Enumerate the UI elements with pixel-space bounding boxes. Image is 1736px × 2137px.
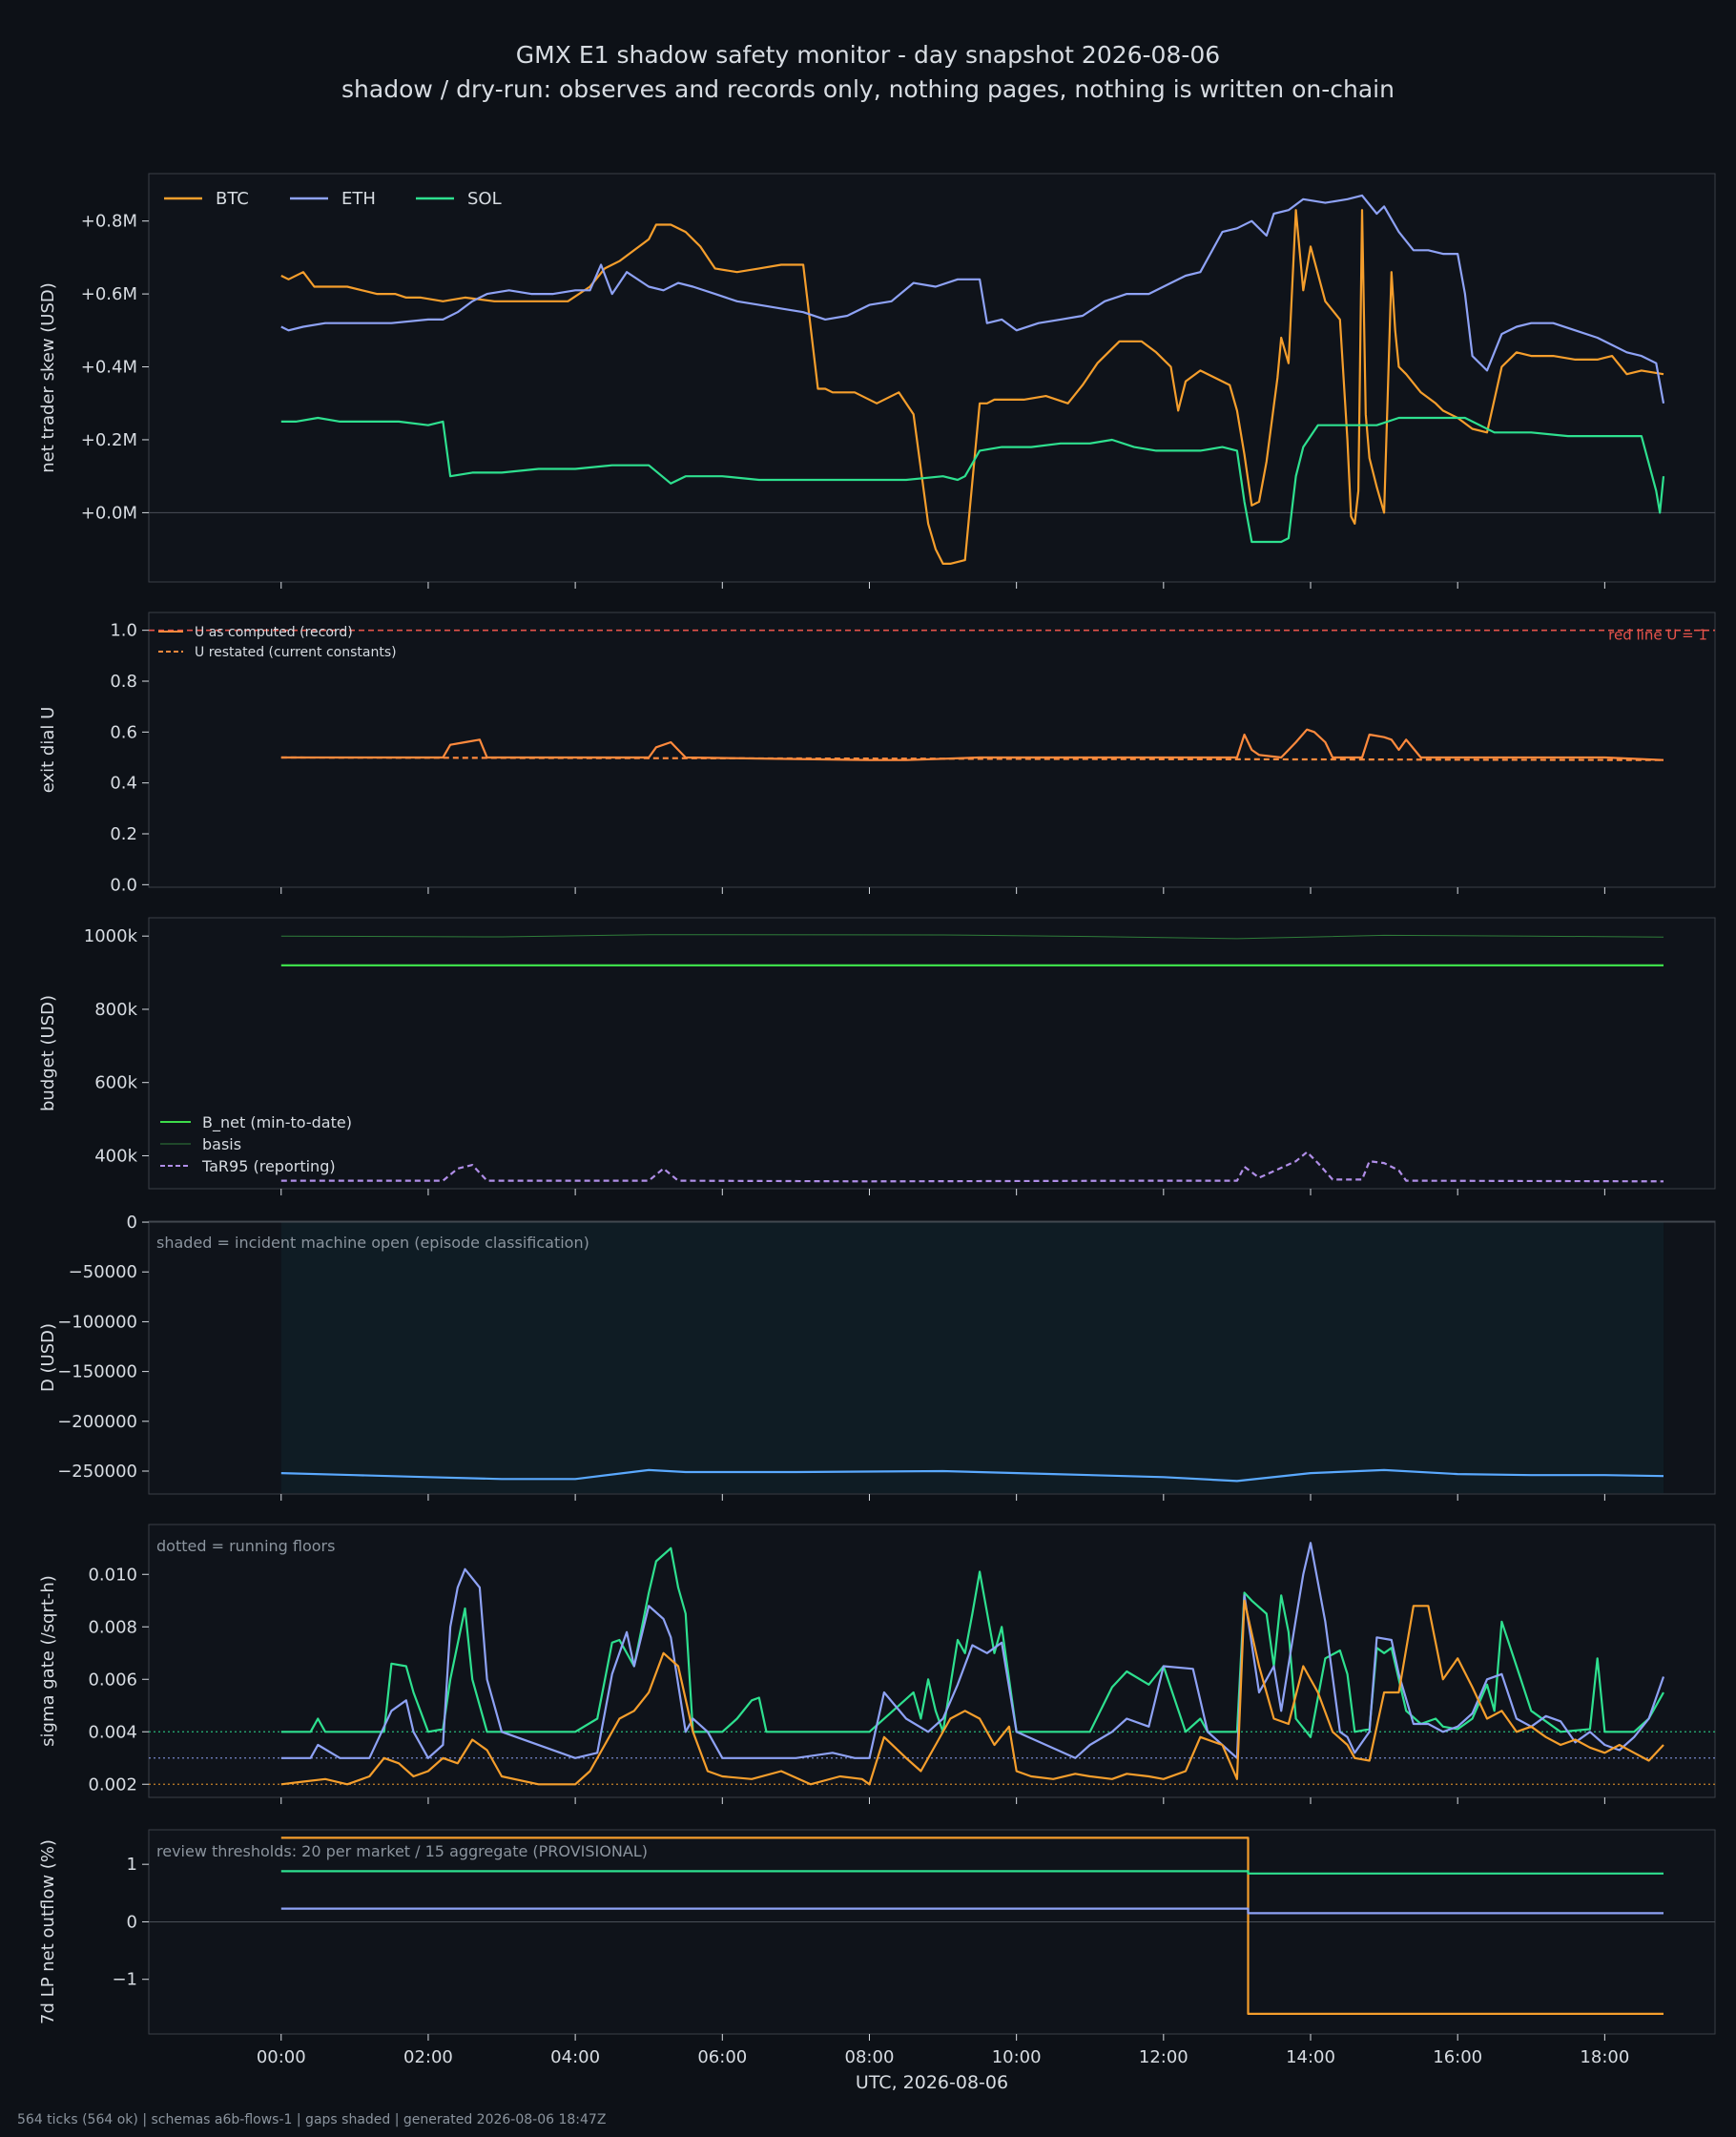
x-tick-label: 04:00	[550, 2047, 600, 2067]
panel-exit-dial: 0.0 0.2 0.4 0.6 0.8 1.0 exit dial U red line U …	[38, 612, 1716, 895]
y-tick-label: +0.6M	[81, 284, 137, 304]
x-tick-label: 00:00	[257, 2047, 306, 2067]
series-line-d	[280, 1468, 1664, 1483]
y-tick-label: 0	[127, 1213, 137, 1233]
panel-note: shaded = incident machine open (episode …	[156, 1234, 589, 1252]
y-tick-label: 0.006	[88, 1670, 137, 1690]
series-line-sol	[280, 1546, 1664, 1738]
y-tick-label: 0.4	[110, 774, 137, 794]
y-axis-label: sigma gate (/sqrt-h)	[38, 1575, 58, 1747]
x-tick-label: 12:00	[1139, 2047, 1188, 2067]
y-tick-label: −250000	[57, 1462, 137, 1482]
panel-note: review thresholds: 20 per market / 15 ag…	[156, 1842, 648, 1860]
y-tick-label: 0.2	[110, 824, 137, 844]
y-tick-label: −200000	[57, 1412, 137, 1432]
y-tick-label: −50000	[69, 1262, 137, 1282]
series-line-eth	[280, 1542, 1665, 1759]
y-axis-label: D (USD)	[38, 1323, 58, 1392]
panel-sigma-gate: 0.002 0.004 0.006 0.008 0.010 sigma gate (/sq…	[38, 1524, 1716, 1804]
series-line-basis	[280, 934, 1664, 940]
y-axis-label: exit dial U	[38, 707, 58, 794]
y-tick-label: −100000	[57, 1312, 137, 1332]
panel-drawdown: −250000 −200000 −150000 −100000 −50000 0 D (US…	[38, 1213, 1716, 1501]
y-tick-label: 0.008	[88, 1617, 137, 1637]
x-tick-label: 10:00	[992, 2047, 1042, 2067]
panel-frame	[148, 1829, 1716, 2035]
title-block: GMX E1 shadow safety monitor - day snaps…	[0, 38, 1736, 107]
panel-note: dotted = running floors	[156, 1537, 335, 1555]
y-axis-label: 7d LP net outflow (%)	[38, 1839, 58, 2024]
legend-label: SOL	[467, 189, 502, 209]
x-tick-label: 14:00	[1286, 2047, 1335, 2067]
red-line-label: red line U = 1	[1608, 627, 1707, 644]
y-tick-label: 0.004	[88, 1722, 137, 1742]
y-tick-label: +0.2M	[81, 430, 137, 450]
legend-label: B_net (min-to-date)	[202, 1113, 352, 1132]
panel-frame	[148, 1524, 1716, 1798]
y-tick-label: 0.8	[110, 672, 137, 692]
chart-title: GMX E1 shadow safety monitor - day snaps…	[515, 41, 1221, 69]
panel-frame	[148, 173, 1716, 583]
x-axis-label: UTC, 2026-08-06	[856, 2072, 1008, 2093]
y-tick-label: 1.0	[110, 621, 137, 641]
y-tick-label: 0.010	[88, 1565, 137, 1585]
footer-status: 564 ticks (564 ok) | schemas a6b-flows-1…	[17, 2112, 607, 2127]
panel-frame	[148, 917, 1716, 1190]
x-tick-label: 08:00	[845, 2047, 895, 2067]
y-tick-label: 800k	[94, 1000, 137, 1020]
panel-skew: +0.0M +0.2M +0.4M +0.6M +0.8M net trader skew…	[38, 173, 1716, 589]
x-tick-label: 16:00	[1433, 2047, 1482, 2067]
y-axis-label: net trader skew (USD)	[38, 282, 58, 473]
series-line-sol	[280, 1870, 1664, 1875]
y-tick-label: 0.002	[88, 1774, 137, 1795]
y-axis-label: budget (USD)	[38, 995, 58, 1111]
series-line-btc	[280, 1836, 1664, 2015]
y-tick-label: 1	[127, 1855, 137, 1875]
legend-label: basis	[202, 1135, 241, 1153]
y-tick-label: 400k	[94, 1146, 137, 1166]
y-tick-label: 0.6	[110, 722, 137, 742]
series-line-eth	[280, 194, 1665, 404]
series-line-tar95	[280, 1151, 1664, 1183]
y-tick-label: +0.0M	[81, 503, 137, 523]
panel-frame	[148, 612, 1716, 888]
y-tick-label: 1000k	[84, 926, 138, 946]
series-line-u	[280, 756, 1664, 761]
legend-label: TaR95 (reporting)	[201, 1157, 336, 1175]
legend-label: U as computed (record)	[195, 625, 353, 640]
y-tick-label: −1	[112, 1970, 137, 1990]
legend-label: U restated (current constants)	[195, 645, 397, 660]
x-tick-label: 02:00	[403, 2047, 453, 2067]
panel-budget: 400k 600k 800k 1000k budget (USD) B_net (min-…	[38, 917, 1716, 1195]
series-line-eth	[280, 1907, 1664, 1915]
y-tick-label: 0.0	[110, 875, 137, 895]
x-tick-label: 06:00	[697, 2047, 747, 2067]
y-tick-label: +0.4M	[81, 358, 137, 378]
legend-label: BTC	[216, 189, 249, 209]
chart-subtitle: shadow / dry-run: observes and records o…	[341, 75, 1395, 103]
series-line-btc	[280, 1599, 1664, 1786]
y-tick-label: 600k	[94, 1073, 137, 1093]
x-tick-label: 18:00	[1580, 2047, 1629, 2067]
legend-label: ETH	[341, 189, 376, 209]
y-tick-label: +0.8M	[81, 212, 137, 232]
y-tick-label: 0	[127, 1912, 137, 1932]
incident-shade	[280, 1222, 1664, 1493]
y-tick-label: −150000	[57, 1362, 137, 1382]
panel-lp-outflow: −1 0 1 7d LP net outflow (%) review threshol…	[38, 1829, 1716, 2093]
series-line-sol	[280, 416, 1665, 544]
